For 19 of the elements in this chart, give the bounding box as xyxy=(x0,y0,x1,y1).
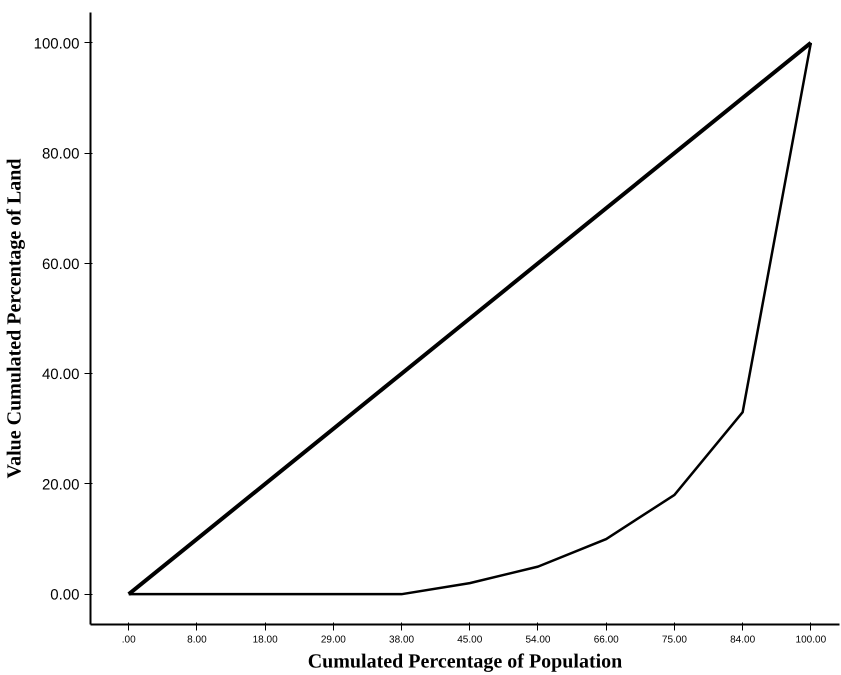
y-tick-label: 100.00 xyxy=(34,35,80,52)
y-axis-title: Value Cumulated Percentage of Land xyxy=(4,158,26,478)
x-tick-label: 75.00 xyxy=(662,634,688,646)
x-tick-label: 54.00 xyxy=(525,634,551,646)
x-tick-label: 8.00 xyxy=(187,634,208,646)
x-tick-label: .00 xyxy=(122,634,136,646)
y-tick-label: 0.00 xyxy=(50,586,80,604)
x-tick-label: 84.00 xyxy=(730,634,756,646)
y-tick-label: 20.00 xyxy=(42,476,80,494)
y-tick-label: 60.00 xyxy=(42,256,80,273)
x-axis-title: Cumulated Percentage of Population xyxy=(308,650,622,672)
y-tick-label: 80.00 xyxy=(42,146,80,163)
y-tick-label: 40.00 xyxy=(42,366,80,384)
x-tick-label: 66.00 xyxy=(594,634,620,646)
x-tick-label: 45.00 xyxy=(457,634,483,646)
x-tick-label: 38.00 xyxy=(389,634,415,646)
x-tick-label: 18.00 xyxy=(252,634,278,646)
x-tick-label: 29.00 xyxy=(320,634,346,646)
x-tick-label: 100.00 xyxy=(796,634,827,646)
